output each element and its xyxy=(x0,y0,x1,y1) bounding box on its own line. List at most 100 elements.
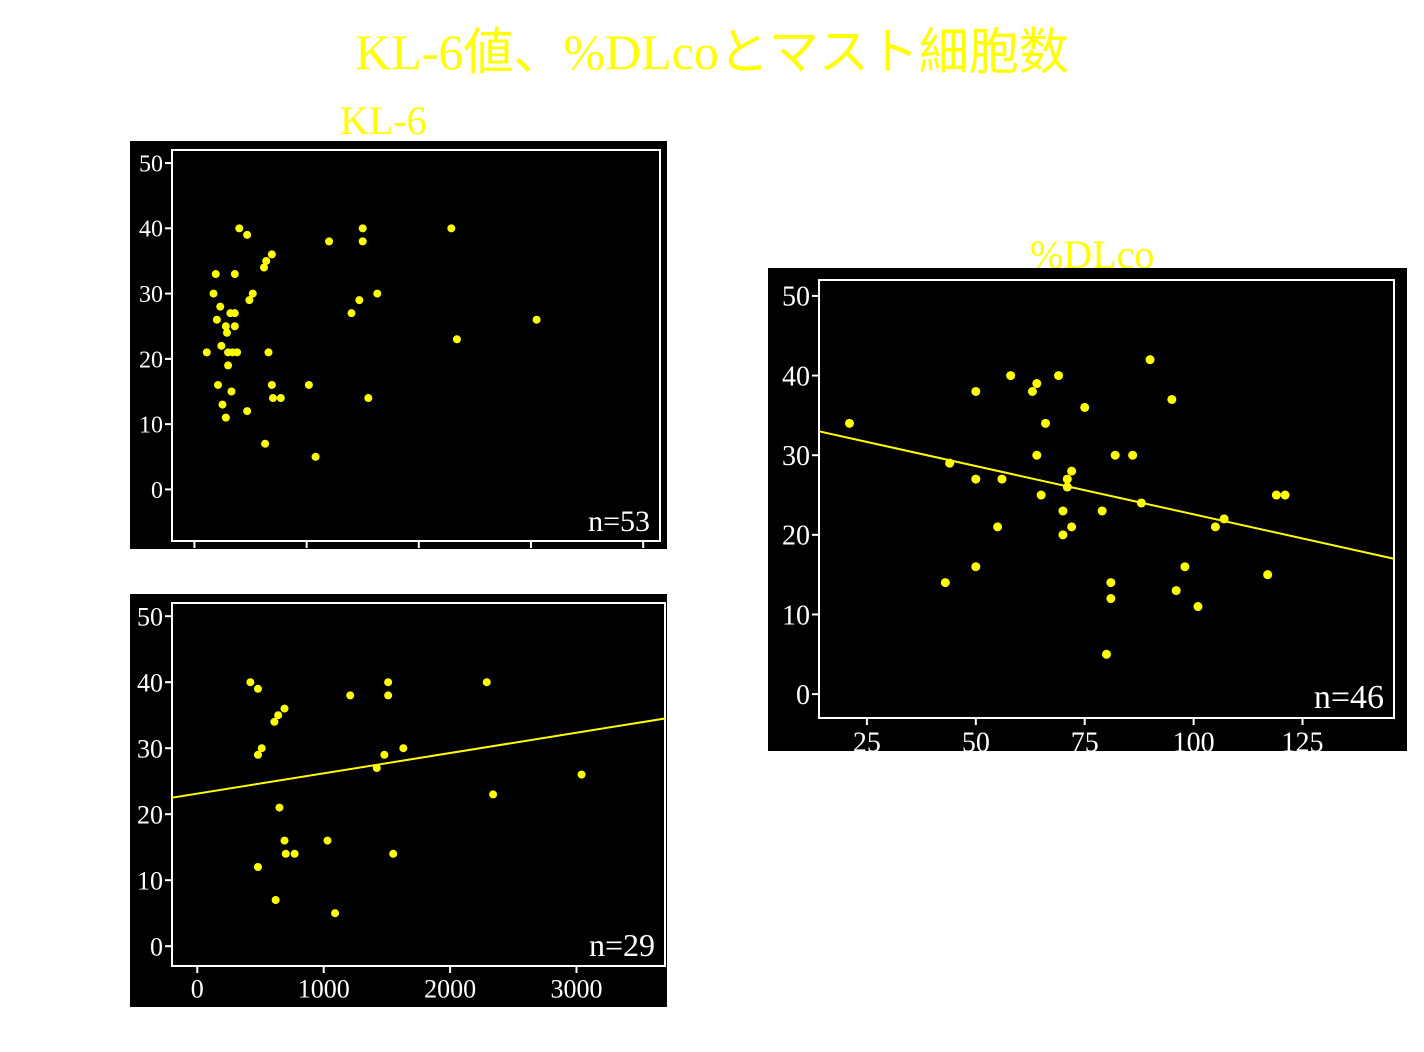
data-point xyxy=(280,836,289,845)
y-tick-label: 10 xyxy=(139,413,163,439)
y-tick-label: 10 xyxy=(782,600,810,631)
data-point xyxy=(1106,578,1116,588)
x-tick-label: 3000 xyxy=(551,975,603,1004)
y-tick-label: 50 xyxy=(137,602,163,631)
plot-frame xyxy=(818,279,1395,719)
data-point xyxy=(280,704,289,713)
data-point xyxy=(971,562,981,572)
data-point xyxy=(230,309,239,318)
y-tick-label: 0 xyxy=(151,478,163,504)
data-point xyxy=(274,711,283,720)
data-point xyxy=(325,237,334,246)
data-point xyxy=(482,678,491,687)
data-point xyxy=(331,909,340,918)
kl6-subset-plot: 0 10 20 30 40 50 0 1000 2000 3000 n=29 xyxy=(137,602,666,1004)
y-tick-label: 20 xyxy=(139,347,163,373)
data-point xyxy=(1058,506,1068,516)
data-point xyxy=(264,348,273,357)
data-point xyxy=(209,289,218,298)
y-tick-label: 20 xyxy=(137,800,163,829)
data-point xyxy=(380,750,389,759)
data-point xyxy=(227,387,236,396)
data-point xyxy=(1062,474,1072,484)
dlco-plot: 0 10 20 30 40 50 25 50 75 100 125 n=46 xyxy=(782,279,1395,751)
data-point xyxy=(1062,482,1072,492)
data-point xyxy=(347,309,356,318)
data-point xyxy=(290,849,299,858)
y-tick-label: 0 xyxy=(796,680,810,711)
data-point xyxy=(1097,506,1107,516)
data-point xyxy=(222,328,231,337)
data-point xyxy=(271,896,280,904)
data-point xyxy=(230,270,239,279)
data-point xyxy=(993,522,1003,532)
data-point xyxy=(275,803,284,812)
data-point xyxy=(257,744,266,753)
y-tick-label: 40 xyxy=(137,668,163,697)
y-tick-label: 30 xyxy=(137,734,163,763)
data-point xyxy=(1271,490,1281,500)
data-point xyxy=(261,439,270,448)
x-tick-label: 25 xyxy=(853,728,881,751)
data-point xyxy=(1110,450,1120,460)
data-point xyxy=(221,322,230,331)
data-point xyxy=(1032,450,1042,460)
data-point xyxy=(267,250,276,259)
data-point xyxy=(253,863,262,871)
data-point xyxy=(971,474,981,484)
data-point xyxy=(276,394,285,403)
data-point xyxy=(384,691,393,700)
kl6-subset-chart: 0 10 20 30 40 50 0 1000 2000 3000 n=29 xyxy=(130,594,667,1007)
data-point xyxy=(389,849,398,858)
y-tick-label: 20 xyxy=(782,521,810,552)
x-tick-label: 125 xyxy=(1282,728,1324,751)
data-point xyxy=(1067,466,1077,476)
y-tick-label: 10 xyxy=(137,866,163,895)
data-point xyxy=(1167,394,1177,404)
y-tick-label: 50 xyxy=(139,151,163,177)
sample-size-label: n=53 xyxy=(588,505,650,538)
data-point xyxy=(221,413,230,422)
data-point xyxy=(253,684,262,693)
data-point xyxy=(384,678,393,687)
data-point xyxy=(844,418,854,428)
data-point xyxy=(202,348,211,357)
trend-line xyxy=(818,430,1395,560)
data-point xyxy=(1136,498,1146,508)
trend-line xyxy=(171,717,666,799)
data-point xyxy=(253,750,262,759)
data-point xyxy=(1171,586,1181,596)
data-point xyxy=(1145,355,1155,365)
data-point xyxy=(364,394,373,403)
data-point xyxy=(489,790,498,799)
data-point xyxy=(230,322,239,331)
data-point xyxy=(1193,602,1203,612)
data-point xyxy=(1041,418,1051,428)
data-point xyxy=(355,296,364,305)
data-point xyxy=(1058,530,1068,540)
data-point xyxy=(270,717,279,726)
data-point xyxy=(997,474,1007,484)
dlco-chart: 0 10 20 30 40 50 25 50 75 100 125 n=46 xyxy=(768,268,1407,751)
data-point xyxy=(358,237,367,246)
plot-frame xyxy=(171,149,661,542)
y-tick-label: 40 xyxy=(782,361,810,392)
data-point xyxy=(532,315,541,324)
data-point xyxy=(268,394,277,403)
data-point xyxy=(217,341,226,350)
data-point xyxy=(945,458,955,468)
sample-size-label: n=46 xyxy=(1314,679,1384,716)
data-point xyxy=(246,678,255,687)
slide-title: KL-6値、%DLcoとマスト細胞数 xyxy=(355,24,1069,80)
data-point xyxy=(281,849,290,858)
data-point xyxy=(1263,570,1273,580)
data-point xyxy=(1067,522,1077,532)
kl6-all-plot: 0102030405001000200030004000n=53 xyxy=(139,149,661,548)
y-tick-label: 30 xyxy=(782,441,810,472)
x-tick-label: 100 xyxy=(1173,728,1215,751)
data-point xyxy=(1106,594,1116,604)
data-point xyxy=(216,302,225,311)
data-point xyxy=(1180,562,1190,572)
data-point xyxy=(1027,386,1037,396)
data-point xyxy=(311,452,320,461)
